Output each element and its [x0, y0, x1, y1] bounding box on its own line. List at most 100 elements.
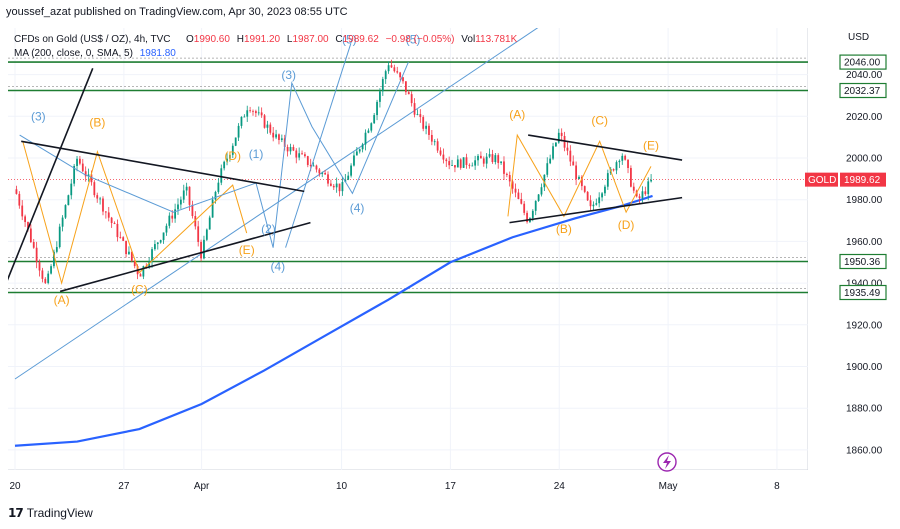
- candle-body: [606, 173, 609, 187]
- candle-body: [240, 116, 243, 126]
- time-tick-label: 27: [118, 481, 130, 492]
- candle-body: [197, 226, 200, 242]
- candle-body: [474, 160, 477, 166]
- legend-high-value: 1991.20: [244, 34, 281, 45]
- tradingview-logo[interactable]: 17 TradingView: [8, 506, 93, 520]
- trendline: [509, 196, 683, 224]
- candle-body: [572, 161, 575, 166]
- wave-path-orange-left: [22, 141, 248, 285]
- wave-label: (4): [270, 260, 285, 274]
- candle-body: [93, 182, 96, 196]
- price-tick-label: 1860.00: [846, 445, 883, 456]
- chart-grid: [8, 28, 808, 470]
- candle-body: [194, 216, 197, 227]
- candle-body: [471, 165, 474, 167]
- candle-body: [627, 159, 629, 168]
- level-tag: [839, 54, 887, 70]
- candle-body: [448, 161, 451, 166]
- candle-body: [246, 110, 249, 117]
- wave-label: (3): [31, 109, 46, 123]
- legend-open: O1990.60 H1991.20 L1987.00 C1989.62 −0.9…: [186, 34, 518, 45]
- candle-body: [422, 117, 425, 129]
- candle-body: [185, 186, 188, 191]
- candle-body: [598, 197, 601, 204]
- time-tick-label: Apr: [194, 481, 210, 492]
- candle-body: [488, 154, 491, 157]
- candle-body: [47, 273, 50, 283]
- symbol-tag: [805, 172, 838, 187]
- candle-body: [237, 125, 240, 138]
- candle-body: [87, 174, 90, 177]
- candle-body: [107, 212, 110, 218]
- candle-body: [404, 81, 407, 93]
- candle-body: [24, 216, 26, 223]
- candle-body: [641, 191, 644, 199]
- candle-body: [286, 147, 289, 152]
- legend-vol-label: Vol: [461, 34, 475, 45]
- candle-body: [38, 262, 41, 271]
- candle-body: [428, 125, 430, 135]
- candle-body: [133, 260, 136, 267]
- candle-body: [370, 123, 373, 131]
- candle-body: [110, 217, 113, 223]
- candle-body: [168, 215, 171, 226]
- candle-body: [364, 132, 367, 145]
- candle-body: [399, 72, 402, 78]
- candle-body: [505, 173, 508, 176]
- legend-close-label: C: [335, 34, 342, 45]
- legend-ma-label: MA (200, close, 0, SMA, 5): [14, 48, 133, 59]
- candle-body: [468, 164, 471, 166]
- candle-body: [211, 199, 214, 218]
- trendline: [21, 140, 305, 193]
- candle-body: [531, 210, 534, 219]
- candle-body: [341, 182, 344, 192]
- candle-body: [324, 173, 327, 175]
- candle-body: [563, 135, 566, 148]
- tradingview-mark-icon: 17: [8, 506, 24, 520]
- publisher-line: youssef_azat published on TradingView.co…: [6, 6, 348, 18]
- candle-body: [485, 156, 488, 164]
- channel-line: [14, 28, 539, 380]
- trendlines: [8, 68, 683, 293]
- candle-body: [555, 142, 557, 147]
- candle-body: [511, 181, 514, 189]
- legend-change: −0.98 (−0.05%): [386, 34, 455, 45]
- current-price-label: 1989.62: [844, 175, 881, 186]
- candle-body: [379, 91, 381, 102]
- time-axis-labels: 20 27 Apr 10 17 24 May 8: [9, 481, 780, 492]
- price-tick-label: 1940.00: [846, 279, 883, 290]
- candle-body: [179, 199, 182, 205]
- lightning-icon[interactable]: [657, 452, 677, 472]
- candle-body: [350, 165, 352, 176]
- wave-label: (3): [281, 68, 296, 82]
- axis-currency: USD: [848, 32, 869, 43]
- candle-body: [552, 146, 554, 159]
- candle-body: [477, 155, 479, 161]
- candle-body: [451, 165, 453, 166]
- candle-body: [182, 190, 185, 200]
- candle-body: [309, 164, 312, 167]
- price-axis[interactable]: USD 1860.001880.001900.001920.001940.001…: [805, 32, 887, 456]
- candle-body: [70, 183, 73, 196]
- candle-body: [67, 195, 70, 206]
- level-tag-label: 1950.36: [844, 257, 881, 268]
- candle-body: [243, 116, 246, 118]
- time-axis[interactable]: 20 27 Apr 10 17 24 May 8: [9, 481, 780, 492]
- time-tick-label: 17: [445, 481, 457, 492]
- legend-open-label: O: [186, 34, 194, 45]
- candle-body: [500, 161, 502, 163]
- candle-body: [76, 158, 78, 166]
- candle-body: [125, 240, 127, 255]
- wave-path-blue: [19, 61, 409, 248]
- candle-body: [128, 251, 130, 255]
- candle-body: [295, 150, 298, 158]
- candle-body: [439, 150, 442, 155]
- candle-body: [99, 198, 102, 200]
- candle-body: [445, 159, 448, 162]
- candle-body: [387, 65, 390, 72]
- candle-body: [113, 222, 116, 224]
- candle-body: [347, 175, 350, 180]
- level-tag: [839, 253, 887, 270]
- candle-body: [442, 154, 445, 160]
